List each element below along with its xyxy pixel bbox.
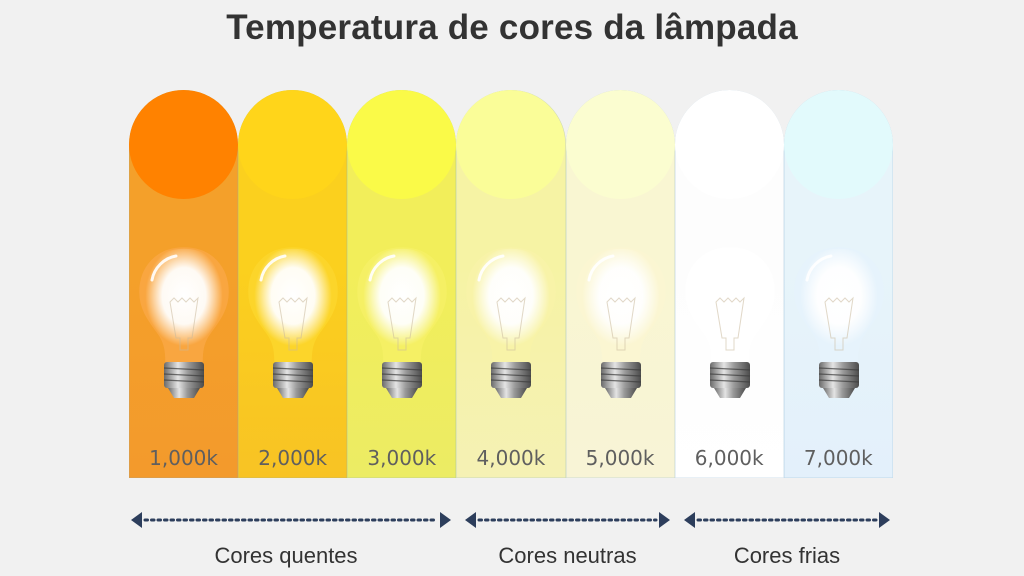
cool-colors-label: Cores frias — [733, 543, 841, 568]
page-title: Temperatura de cores da lâmpada — [226, 8, 798, 47]
light-bulb-icon — [789, 240, 889, 410]
neutral-range-arrow-icon — [465, 510, 670, 530]
neutral-colors-label: Cores neutras — [498, 543, 637, 568]
temperature-column-5000k: 5,000k — [565, 90, 675, 478]
temperature-column-6000k: 6,000k — [674, 90, 784, 478]
color-swatch — [456, 90, 566, 199]
temperature-label: 7,000k — [803, 446, 873, 470]
temperature-column-1000k: 1,000k — [129, 90, 239, 478]
color-swatch — [565, 90, 675, 199]
temperature-label: 2,000k — [258, 446, 328, 470]
temperature-column-7000k: 7,000k — [783, 90, 893, 478]
temperature-label: 3,000k — [367, 446, 437, 470]
light-bulb-icon — [461, 240, 561, 410]
temperature-label: 4,000k — [476, 446, 546, 470]
warm-colors-label: Cores quentes — [214, 543, 358, 568]
light-bulb-icon — [134, 240, 234, 410]
temperature-label: 6,000k — [694, 446, 764, 470]
color-swatch — [783, 90, 893, 199]
color-swatch — [347, 90, 457, 199]
light-bulb-icon — [571, 240, 671, 410]
light-bulb-icon — [352, 240, 452, 410]
temperature-label: 5,000k — [585, 446, 655, 470]
color-swatch — [129, 90, 238, 199]
cool-range-arrow-icon — [684, 510, 890, 530]
color-swatch — [238, 90, 348, 199]
light-bulb-icon — [243, 240, 343, 410]
warm-range-arrow-icon — [131, 510, 451, 530]
color-temperature-scale: 1,000k 2,000k — [129, 90, 893, 478]
temperature-column-3000k: 3,000k — [347, 90, 457, 478]
temperature-column-4000k: 4,000k — [456, 90, 566, 478]
temperature-label: 1,000k — [149, 446, 218, 470]
light-bulb-icon — [680, 240, 780, 410]
temperature-column-2000k: 2,000k — [238, 90, 348, 478]
color-swatch — [674, 90, 784, 199]
